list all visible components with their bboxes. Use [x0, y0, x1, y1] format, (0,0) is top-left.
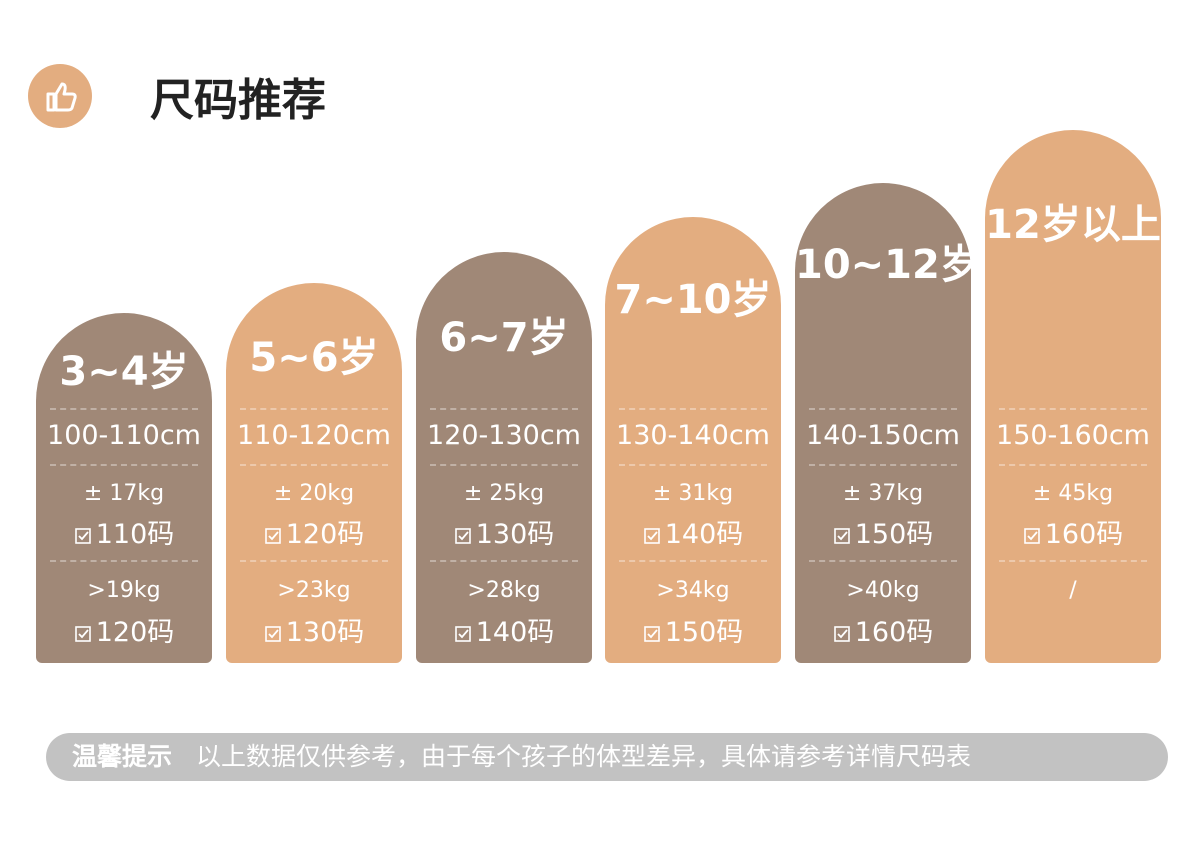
- size-column: 7~10岁 130-140cm ± 31kg 140码 >34kg 150码: [605, 217, 781, 663]
- age-label: 6~7岁: [439, 315, 569, 361]
- check-icon: [643, 626, 660, 642]
- check-icon: [833, 626, 850, 642]
- weight: ± 45kg: [1032, 481, 1114, 506]
- height-range: 140-150cm: [806, 420, 960, 451]
- divider: [240, 464, 388, 466]
- check-icon: [74, 626, 91, 642]
- divider: [619, 408, 767, 410]
- check-icon: [1023, 528, 1040, 544]
- size-row: 130码: [416, 518, 592, 552]
- age-label: 5~6岁: [249, 335, 379, 381]
- check-icon: [74, 528, 91, 544]
- height-range: 100-110cm: [47, 420, 201, 451]
- age-label: 10~12岁: [795, 242, 980, 288]
- divider: [999, 408, 1147, 410]
- divider: [50, 464, 198, 466]
- size-row: 140码: [416, 616, 592, 650]
- size-label: 150码: [854, 519, 934, 550]
- weight: >40kg: [846, 578, 920, 603]
- size-row: 160码: [985, 518, 1161, 552]
- height-range: 130-140cm: [616, 420, 770, 451]
- note-text: 以上数据仅供参考，由于每个孩子的体型差异，具体请参考详情尺码表: [195, 742, 971, 771]
- weight: >28kg: [467, 578, 541, 603]
- weight: ± 25kg: [463, 481, 545, 506]
- size-column: 6~7岁 120-130cm ± 25kg 130码 >28kg 140码: [416, 252, 592, 663]
- size-label: 140码: [664, 519, 744, 550]
- height-range: 110-120cm: [237, 420, 391, 451]
- divider: [240, 408, 388, 410]
- size-row: 140码: [605, 518, 781, 552]
- divider: [50, 560, 198, 562]
- size-column: 3~4岁 100-110cm ± 17kg 110码 >19kg 120码: [36, 313, 212, 663]
- note-label: 温馨提示: [72, 742, 173, 771]
- divider: [240, 560, 388, 562]
- divider: [430, 408, 578, 410]
- weight: /: [1069, 578, 1077, 603]
- divider: [430, 560, 578, 562]
- age-label: 3~4岁: [59, 349, 189, 395]
- size-row: 110码: [36, 518, 212, 552]
- divider: [619, 560, 767, 562]
- weight: ± 20kg: [273, 481, 355, 506]
- divider: [619, 464, 767, 466]
- size-label: 110码: [95, 519, 175, 550]
- size-row: 150码: [795, 518, 971, 552]
- note-bar: 温馨提示 以上数据仅供参考，由于每个孩子的体型差异，具体请参考详情尺码表: [46, 733, 1168, 781]
- divider: [999, 560, 1147, 562]
- divider: [809, 464, 957, 466]
- weight: >23kg: [277, 578, 351, 603]
- weight: ± 31kg: [652, 481, 734, 506]
- divider: [999, 464, 1147, 466]
- title: 尺码推荐: [150, 75, 326, 126]
- size-row: 150码: [605, 616, 781, 650]
- size-column: 5~6岁 110-120cm ± 20kg 120码 >23kg 130码: [226, 283, 402, 663]
- divider: [430, 464, 578, 466]
- divider: [809, 408, 957, 410]
- size-row: 130码: [226, 616, 402, 650]
- height-range: 150-160cm: [996, 420, 1150, 451]
- size-column: 12岁以上 150-160cm ± 45kg 160码 /: [985, 130, 1161, 663]
- check-icon: [264, 626, 281, 642]
- age-label: 12岁以上: [985, 202, 1161, 248]
- check-icon: [454, 528, 471, 544]
- divider: [809, 560, 957, 562]
- size-label: 150码: [664, 617, 744, 648]
- size-label: 120码: [95, 617, 175, 648]
- size-label: 160码: [1044, 519, 1124, 550]
- size-label: 120码: [285, 519, 365, 550]
- weight: >19kg: [87, 578, 161, 603]
- size-label: 160码: [854, 617, 934, 648]
- check-icon: [454, 626, 471, 642]
- check-icon: [264, 528, 281, 544]
- size-label: 130码: [285, 617, 365, 648]
- age-label: 7~10岁: [614, 277, 772, 323]
- thumb-glyph: [46, 82, 77, 112]
- size-column: 10~12岁 140-150cm ± 37kg 150码 >40kg 160码: [795, 183, 980, 663]
- size-label: 140码: [475, 617, 555, 648]
- thumb-icon: [28, 64, 92, 128]
- weight: >34kg: [656, 578, 730, 603]
- weight: ± 37kg: [842, 481, 924, 506]
- check-icon: [643, 528, 660, 544]
- weight: ± 17kg: [83, 481, 165, 506]
- check-icon: [833, 528, 850, 544]
- size-row: 120码: [36, 616, 212, 650]
- divider: [50, 408, 198, 410]
- size-row: 160码: [795, 616, 971, 650]
- size-label: 130码: [475, 519, 555, 550]
- size-row: 120码: [226, 518, 402, 552]
- height-range: 120-130cm: [427, 420, 581, 451]
